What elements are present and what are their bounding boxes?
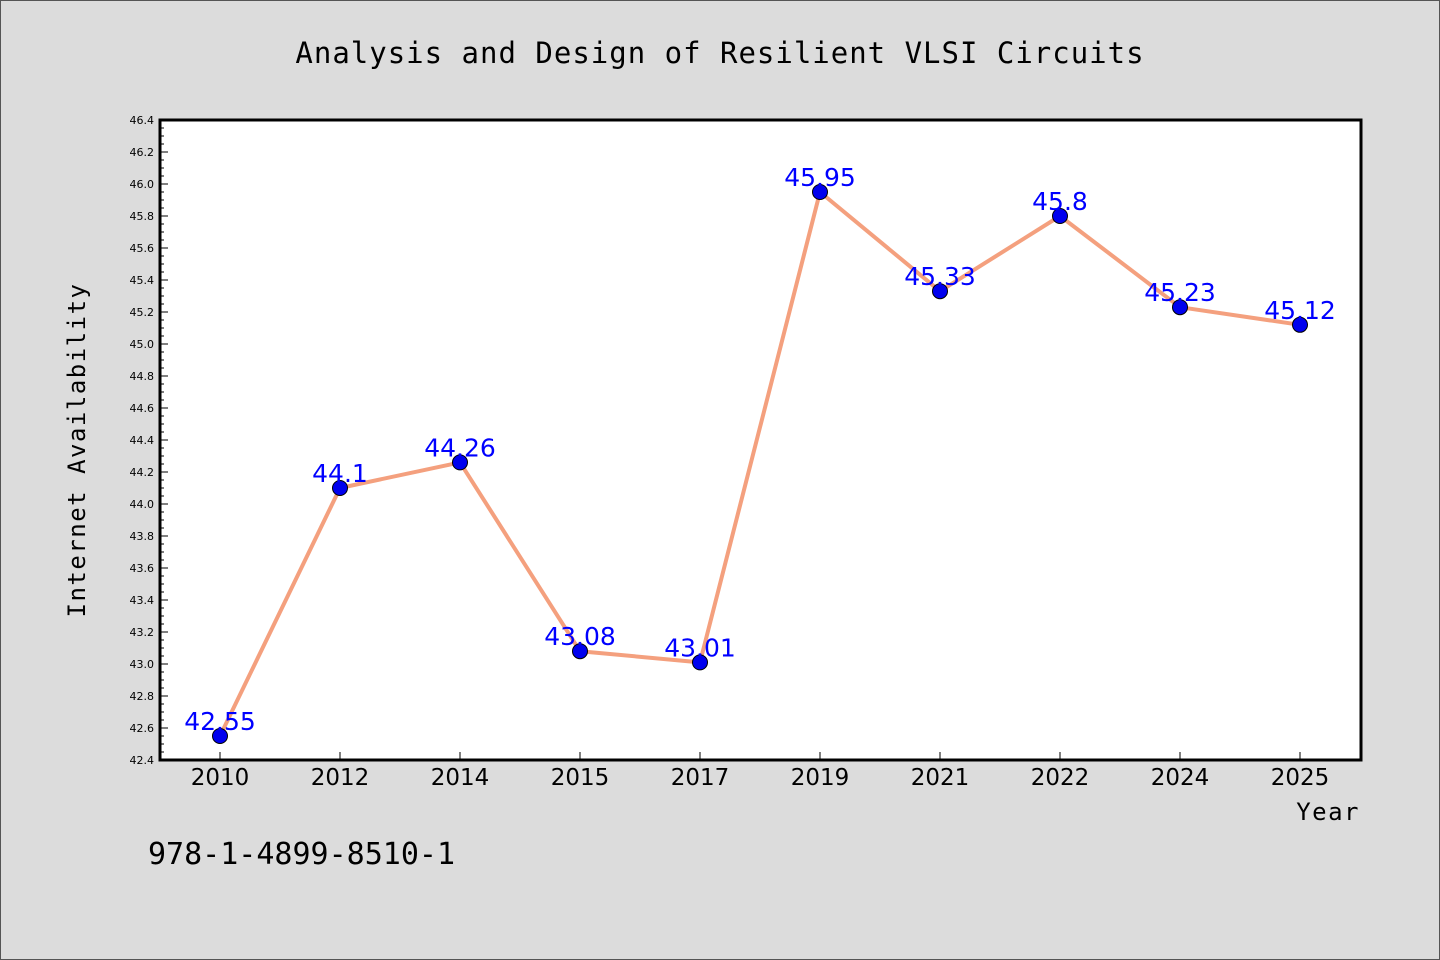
data-point bbox=[1172, 299, 1188, 316]
y-tick-label: 42.8 bbox=[130, 690, 155, 703]
y-tick-label: 45.6 bbox=[130, 242, 155, 255]
y-tick-label: 44.8 bbox=[130, 370, 155, 383]
y-axis-title: Internet Availability bbox=[63, 283, 91, 618]
data-label: 42.55 bbox=[184, 707, 256, 736]
y-tick-label: 44.6 bbox=[130, 402, 155, 415]
x-tick-label: 2022 bbox=[1031, 765, 1090, 791]
data-labels-group: 42.55 44.1 44.26 43.08 43.01 45.95 45.33 45.8 45… bbox=[184, 163, 1336, 736]
x-tick-label: 2017 bbox=[671, 765, 730, 791]
y-tick-label: 46.2 bbox=[130, 146, 155, 159]
x-tick-label: 2025 bbox=[1271, 765, 1330, 791]
data-label: 44.1 bbox=[312, 459, 368, 488]
x-tick-label: 2010 bbox=[191, 765, 250, 791]
data-label: 45.8 bbox=[1032, 187, 1088, 216]
x-tick-label: 2015 bbox=[551, 765, 610, 791]
data-point bbox=[1052, 208, 1068, 224]
y-tick-label: 46.4 bbox=[130, 114, 155, 127]
data-label: 45.33 bbox=[904, 262, 976, 291]
data-label: 45.95 bbox=[784, 163, 856, 192]
y-tick-label: 45.4 bbox=[130, 274, 155, 287]
y-tick-label: 43.6 bbox=[130, 562, 155, 575]
y-tick-label: 45.2 bbox=[130, 306, 155, 319]
data-point bbox=[932, 283, 948, 300]
data-point bbox=[212, 728, 228, 744]
plot-area bbox=[158, 118, 1363, 762]
y-tick-label: 42.4 bbox=[130, 754, 155, 767]
data-point bbox=[332, 480, 348, 496]
y-tick-label: 44.0 bbox=[130, 498, 155, 511]
y-tick-label: 44.4 bbox=[130, 434, 155, 447]
x-tick-label: 2014 bbox=[431, 765, 490, 791]
y-tick-label: 43.0 bbox=[130, 658, 155, 671]
x-tick-label: 2019 bbox=[791, 765, 850, 791]
data-point bbox=[812, 184, 828, 200]
data-label: 43.08 bbox=[544, 622, 616, 651]
x-axis: 2010 2012 2014 2015 2017 2019 2021 2022 2024 2025 bbox=[191, 752, 1330, 791]
data-label: 45.12 bbox=[1264, 296, 1336, 325]
data-point bbox=[692, 654, 708, 671]
y-axis: 42.4 42.6 42.8 43.0 43.2 43.4 43.6 43.8 44.0 44.2… bbox=[130, 114, 168, 767]
x-tick-label: 2024 bbox=[1151, 765, 1210, 791]
y-tick-label: 43.8 bbox=[130, 530, 155, 543]
isbn-footer: 978-1-4899-8510-1 bbox=[148, 837, 455, 872]
series-line-group bbox=[218, 190, 1301, 737]
y-tick-label: 43.4 bbox=[130, 594, 155, 607]
x-tick-label: 2021 bbox=[911, 765, 970, 791]
data-point bbox=[1292, 316, 1308, 333]
series-points-group bbox=[212, 184, 1308, 744]
y-tick-label: 45.0 bbox=[130, 338, 155, 351]
chart-title: Analysis and Design of Resilient VLSI Ci… bbox=[295, 36, 1144, 70]
data-label: 45.23 bbox=[1144, 278, 1216, 307]
y-tick-label: 46.0 bbox=[130, 178, 155, 191]
data-point bbox=[452, 454, 468, 471]
data-label: 44.26 bbox=[424, 433, 496, 462]
data-point bbox=[572, 643, 588, 660]
y-tick-label: 44.2 bbox=[130, 466, 155, 479]
y-tick-label: 42.6 bbox=[130, 722, 155, 735]
series-line bbox=[218, 190, 1301, 737]
y-tick-label: 45.8 bbox=[130, 210, 155, 223]
data-label: 43.01 bbox=[664, 633, 736, 662]
x-tick-label: 2012 bbox=[311, 765, 370, 791]
y-tick-label: 43.2 bbox=[130, 626, 155, 639]
x-axis-title: Year bbox=[1296, 798, 1360, 826]
